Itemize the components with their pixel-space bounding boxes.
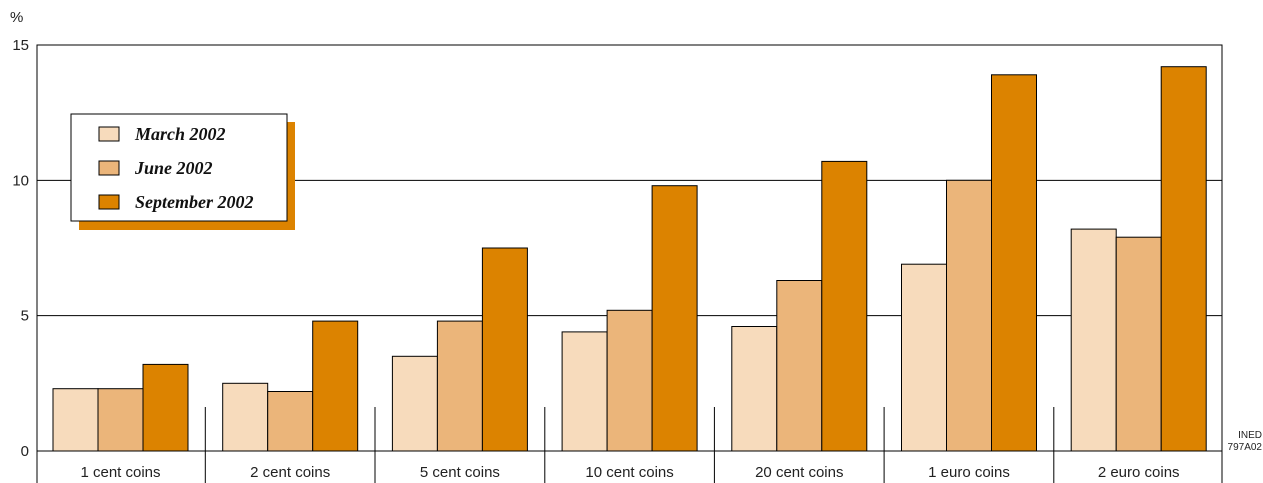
bars — [52, 66, 1207, 452]
legend-label: March 2002 — [134, 124, 226, 144]
bar-september-2002-1 — [312, 320, 359, 452]
category-label: 1 cent coins — [80, 464, 160, 481]
bar-march-2002-2 — [391, 355, 438, 452]
category-label: 20 cent coins — [755, 464, 843, 481]
y-axis-unit: % — [10, 9, 23, 26]
bar-september-2002-2 — [481, 247, 528, 452]
bar-march-2002-4 — [731, 326, 778, 452]
legend-swatch — [98, 160, 120, 176]
bar-march-2002-3 — [561, 331, 608, 452]
bar-march-2002-5 — [901, 263, 947, 452]
y-tick-labels: 0 5 10 15 — [12, 37, 29, 460]
legend: March 2002 June 2002 September 2002 — [70, 113, 295, 230]
category-label: 1 euro coins — [928, 464, 1010, 481]
y-tick-label: 15 — [12, 37, 29, 54]
bar-september-2002-4 — [821, 160, 868, 452]
legend-label: June 2002 — [134, 158, 213, 178]
bar-september-2002-5 — [991, 74, 1037, 452]
category-labels: 1 cent coins 2 cent coins 5 cent coins 10 c… — [80, 464, 1179, 481]
legend-swatch — [98, 126, 120, 142]
bar-june-2002-2 — [436, 320, 483, 452]
bar-june-2002-1 — [267, 391, 314, 452]
legend-swatch — [98, 194, 120, 210]
bar-june-2002-6 — [1115, 236, 1162, 452]
y-tick-label: 5 — [21, 308, 29, 325]
y-tick-label: 0 — [21, 443, 29, 460]
bar-september-2002-6 — [1160, 66, 1207, 452]
category-label: 10 cent coins — [585, 464, 673, 481]
bar-march-2002-0 — [52, 388, 99, 452]
y-tick-label: 10 — [12, 172, 29, 189]
bar-june-2002-0 — [97, 388, 144, 452]
category-label: 2 cent coins — [250, 464, 330, 481]
bar-september-2002-0 — [142, 363, 189, 452]
bar-march-2002-6 — [1070, 228, 1117, 452]
bar-june-2002-3 — [606, 309, 653, 452]
category-separators — [36, 407, 1223, 483]
category-label: 2 euro coins — [1098, 464, 1180, 481]
bar-june-2002-4 — [776, 280, 823, 452]
credit-line-2: 797A02 — [1228, 442, 1263, 453]
bar-september-2002-3 — [651, 185, 698, 452]
category-label: 5 cent coins — [420, 464, 500, 481]
legend-label: September 2002 — [135, 192, 254, 212]
bar-june-2002-5 — [946, 179, 992, 452]
legend-items: March 2002 June 2002 September 2002 — [98, 124, 254, 212]
credit-line-1: INED — [1238, 430, 1262, 441]
bar-march-2002-1 — [222, 382, 269, 452]
